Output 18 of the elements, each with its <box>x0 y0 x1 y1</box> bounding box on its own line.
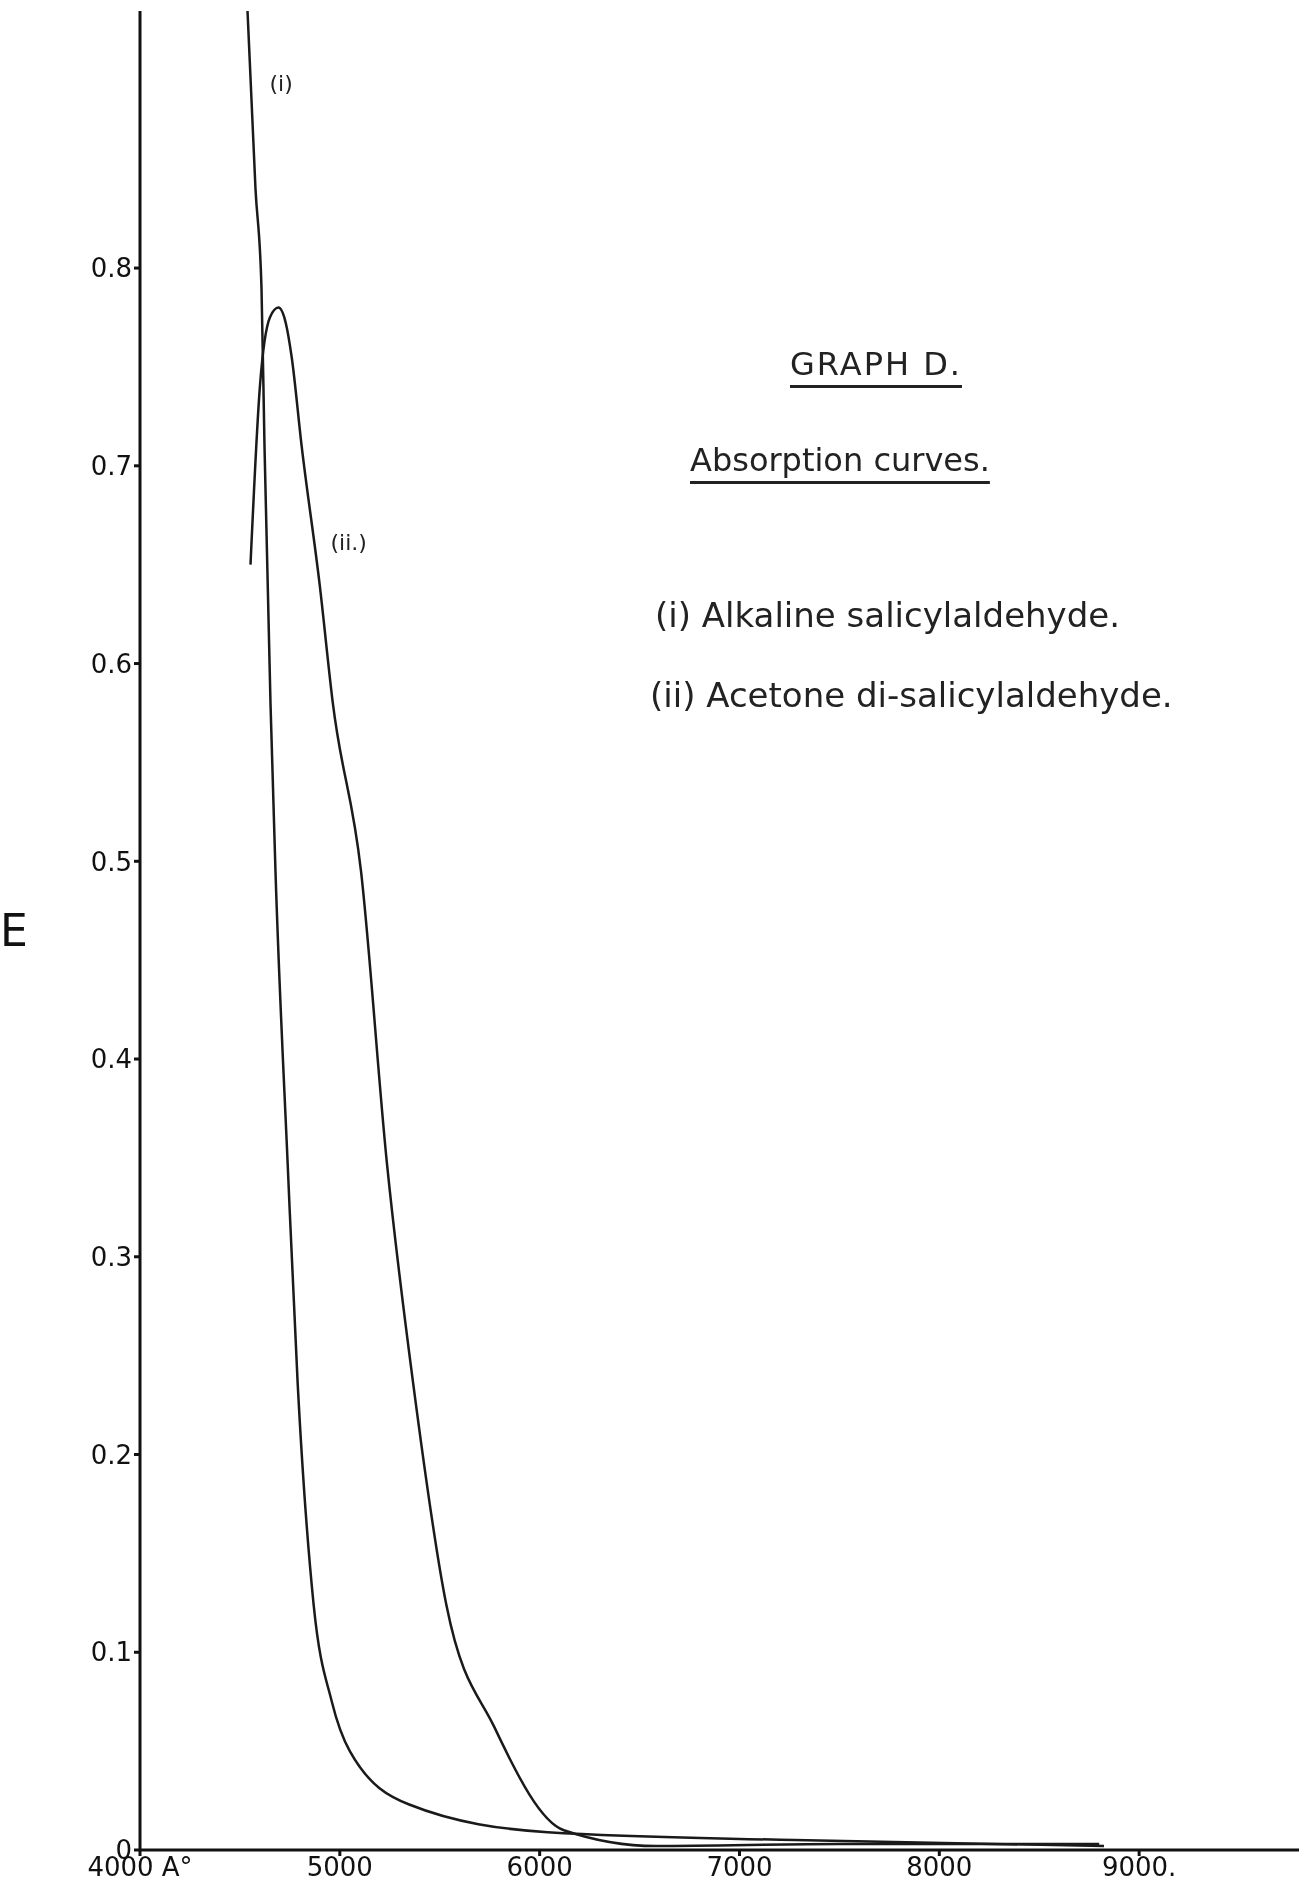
y-tick-label: 0.2 <box>90 1439 132 1470</box>
y-tick-label: 0.6 <box>90 648 132 679</box>
y-axis-title: E <box>0 905 28 957</box>
annotation: (i) Alkaline salicylaldehyde. <box>655 595 1122 635</box>
annotation: (ii) Acetone di-salicylaldehyde. <box>650 675 1174 715</box>
y-tick-label: 0.4 <box>90 1044 132 1075</box>
series-label: (ii.) <box>330 529 367 555</box>
y-tick-label: 0.8 <box>90 253 132 284</box>
x-tick-label: 5000 <box>306 1852 373 1883</box>
x-tick-label: 9000. <box>1101 1852 1177 1883</box>
y-tick-label: 0.1 <box>90 1637 132 1668</box>
y-tick-label: 0.3 <box>90 1242 132 1272</box>
x-tick-label: 8000 <box>906 1852 973 1883</box>
y-tick-label: 0.5 <box>90 846 132 877</box>
x-tick-label: 7000 <box>706 1852 773 1883</box>
y-tick-label: 0.7 <box>90 451 132 482</box>
series-label: (i) <box>269 71 293 96</box>
x-tick-label: 6000 <box>506 1852 573 1883</box>
